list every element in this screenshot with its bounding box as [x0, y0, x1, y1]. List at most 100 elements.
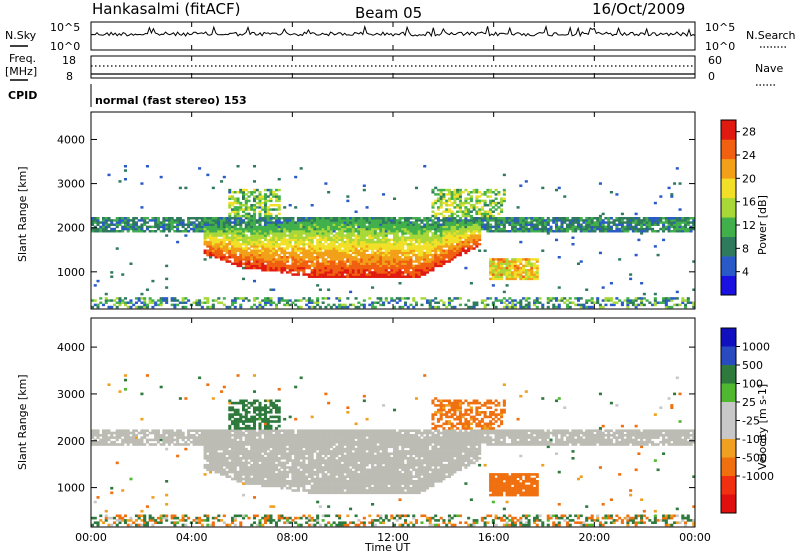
power-cell	[437, 226, 440, 228]
power-cell	[409, 258, 412, 260]
power-cell	[253, 267, 256, 269]
power-cell	[440, 195, 443, 197]
power-cell	[371, 230, 374, 232]
power-cell	[258, 250, 261, 252]
power-cell	[357, 273, 360, 275]
velocity-cell	[160, 439, 163, 442]
velocity-cell	[96, 521, 99, 524]
power-cell	[390, 239, 393, 241]
power-cell	[302, 269, 305, 271]
velocity-cell	[140, 439, 143, 442]
power-cell	[267, 213, 270, 215]
power-cell	[212, 224, 215, 226]
power-cell	[409, 265, 412, 267]
power-cell	[250, 267, 253, 269]
power-cell	[604, 228, 607, 230]
power-cell	[401, 217, 404, 219]
velocity-cell	[127, 524, 130, 527]
power-cell	[506, 278, 509, 280]
power-cell	[654, 217, 657, 219]
power-cell	[313, 273, 316, 275]
power-cell	[324, 237, 327, 239]
power-cell	[412, 260, 415, 262]
power-cell	[497, 221, 500, 223]
power-cell	[327, 243, 330, 245]
power-cell	[681, 302, 684, 304]
power-cell	[470, 234, 473, 236]
power-cell	[215, 221, 218, 223]
power-cell	[341, 224, 344, 226]
power-cell	[143, 304, 146, 306]
beam-title: Beam 05	[355, 4, 422, 22]
power-cell	[478, 230, 481, 232]
power-cell	[357, 276, 360, 278]
power-cell	[349, 221, 352, 223]
power-cell	[234, 228, 237, 230]
velocity-cell	[247, 418, 250, 421]
power-cell	[245, 247, 248, 249]
power-cell	[423, 297, 426, 299]
power-cell	[313, 267, 316, 269]
power-cell	[401, 239, 404, 241]
power-cell	[536, 271, 539, 273]
power-cell	[308, 232, 311, 234]
power-cell	[357, 302, 360, 304]
power-cell	[448, 226, 451, 228]
power-cell	[429, 304, 432, 306]
power-cell	[393, 258, 396, 260]
power-cell	[253, 191, 256, 193]
power-cell	[377, 302, 380, 304]
velocity-cell	[176, 436, 179, 439]
power-cell	[333, 260, 336, 262]
velocity-cell	[242, 469, 245, 472]
velocity-cell	[160, 517, 163, 520]
power-cell	[434, 306, 437, 308]
power-cell	[223, 232, 226, 234]
power-cell	[302, 228, 305, 230]
power-cell	[110, 306, 113, 308]
power-cell	[368, 263, 371, 265]
velocity-cell	[245, 473, 248, 476]
power-cell	[574, 221, 577, 223]
power-cell	[596, 302, 599, 304]
power-cell	[560, 217, 563, 219]
power-cell	[484, 299, 487, 301]
velocity-cell	[138, 439, 141, 442]
power-cell	[646, 224, 649, 226]
power-cell	[462, 219, 465, 221]
velocity-cell	[195, 521, 198, 524]
power-cell	[283, 304, 286, 306]
power-cell	[209, 254, 212, 256]
velocity-cell	[220, 429, 223, 432]
power-cell	[668, 306, 671, 308]
power-cell	[289, 304, 292, 306]
velocity-cell	[110, 492, 113, 495]
power-cell	[673, 226, 676, 228]
power-cell	[149, 219, 152, 221]
velocity-cell	[135, 429, 138, 432]
power-cell	[187, 219, 190, 221]
power-cell	[316, 239, 319, 241]
power-cell	[511, 273, 514, 275]
power-cell	[429, 228, 432, 230]
power-cell	[426, 226, 429, 228]
power-cell	[442, 217, 445, 219]
velocity-cell	[149, 439, 152, 442]
power-cell	[640, 297, 643, 299]
power-cell	[577, 228, 580, 230]
power-cell	[467, 230, 470, 232]
power-cell	[426, 241, 429, 243]
velocity-cell	[110, 443, 113, 446]
power-cell	[536, 299, 539, 301]
power-cell	[316, 284, 319, 286]
power-cell	[231, 221, 234, 223]
power-cell	[517, 267, 520, 269]
power-cell	[382, 304, 385, 306]
power-cell	[322, 276, 325, 278]
power-cell	[226, 232, 229, 234]
power-cell	[473, 221, 476, 223]
power-cell	[434, 241, 437, 243]
power-cell	[335, 228, 338, 230]
power-cell	[338, 265, 341, 267]
velocity-cell	[206, 455, 209, 458]
